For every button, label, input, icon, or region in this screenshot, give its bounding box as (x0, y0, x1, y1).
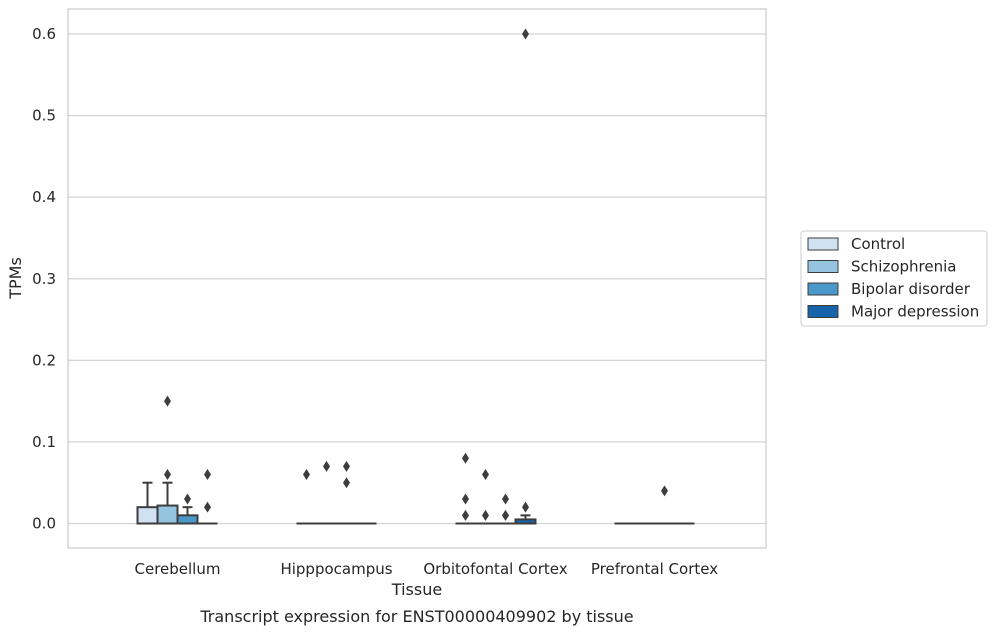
outliers (164, 28, 668, 521)
x-tick-label: Prefrontal Cortex (591, 560, 718, 578)
outlier-point (462, 509, 469, 521)
outlier-point (204, 501, 211, 513)
outlier-point (661, 485, 668, 497)
outlier-point (502, 509, 509, 521)
y-axis-ticks: 0.0 0.1 0.2 0.3 0.4 0.5 0.6 (32, 25, 56, 533)
legend-frame (800, 230, 988, 327)
y-tick-label: 0.5 (32, 107, 56, 125)
x-tick-label: Hipppocampus (280, 560, 392, 578)
outlier-point (462, 452, 469, 464)
x-tick-label: Cerebellum (135, 560, 221, 578)
outlier-point (184, 493, 191, 505)
outlier-point (522, 28, 529, 40)
legend-swatch (807, 305, 839, 318)
outlier-point (204, 469, 211, 481)
outlier-point (482, 509, 489, 521)
y-tick-label: 0.4 (32, 188, 56, 206)
outlier-point (482, 469, 489, 481)
y-tick-label: 0.0 (32, 515, 56, 533)
box-control (136, 506, 159, 525)
outlier-point (303, 469, 310, 481)
outlier-point (522, 501, 529, 513)
boxes (136, 481, 695, 525)
box-schizophrenia (156, 504, 179, 525)
y-tick-label: 0.3 (32, 270, 56, 288)
outlier-point (343, 477, 350, 489)
chart-title: Transcript expression for ENST0000040990… (199, 607, 633, 626)
y-tick-label: 0.2 (32, 351, 56, 369)
outlier-point (164, 469, 171, 481)
legend-swatch (807, 260, 839, 273)
x-tick-label: Orbitofontal Cortex (423, 560, 567, 578)
legend-label: Bipolar disorder (851, 280, 971, 298)
outlier-point (323, 460, 330, 472)
outlier-point (164, 395, 171, 407)
outlier-point (343, 460, 350, 472)
legend-label: Control (851, 235, 905, 253)
outlier-point (502, 493, 509, 505)
box-bipolar-disorder (176, 514, 199, 525)
legend-swatch (807, 237, 839, 251)
y-tick-label: 0.6 (32, 25, 56, 43)
grid-lines (68, 33, 766, 525)
legend-label: Schizophrenia (851, 258, 956, 276)
legend-swatch (807, 282, 839, 296)
legend-label: Major depression (851, 303, 979, 321)
outlier-point (462, 493, 469, 505)
y-tick-label: 0.1 (32, 433, 56, 451)
x-axis-label: Tissue (391, 580, 442, 599)
x-axis-ticks: Cerebellum Hipppocampus Orbitofontal Corte… (135, 560, 719, 578)
plot-area (67, 8, 767, 549)
y-axis-label: TPMs (6, 257, 25, 300)
legend: Control Schizophrenia Bipolar disorder Majo… (800, 230, 988, 327)
